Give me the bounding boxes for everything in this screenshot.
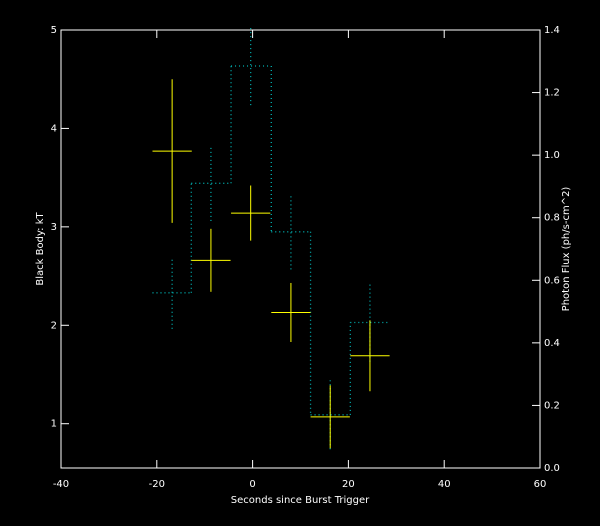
y2-tick-label: 1.2 [544, 88, 560, 99]
x-tick-label: -20 [149, 479, 165, 490]
x-tick-label: 20 [342, 479, 355, 490]
y-axis-label: Black Body: kT [35, 212, 46, 286]
x-tick-label: 0 [249, 479, 255, 490]
y-tick-label: 5 [51, 25, 57, 36]
x-tick-label: 60 [534, 479, 547, 490]
y2-tick-label: 0.0 [544, 463, 560, 474]
x-axis-label: Seconds since Burst Trigger [231, 495, 370, 506]
y2-axis-label: Photon Flux (ph/s-cm^2) [561, 187, 572, 312]
y2-tick-label: 1.4 [544, 25, 560, 36]
y-tick-label: 3 [51, 222, 57, 233]
y2-tick-label: 0.2 [544, 400, 560, 411]
x-tick-label: -40 [53, 479, 69, 490]
y-tick-label: 2 [51, 320, 57, 331]
x-tick-label: 40 [438, 479, 451, 490]
y2-tick-label: 1.0 [544, 150, 560, 161]
y-tick-label: 1 [51, 419, 57, 430]
y2-tick-label: 0.8 [544, 213, 560, 224]
y-tick-label: 4 [51, 123, 57, 134]
plot-frame [60, 29, 541, 469]
y2-tick-label: 0.4 [544, 338, 560, 349]
y2-tick-label: 0.6 [544, 275, 560, 286]
